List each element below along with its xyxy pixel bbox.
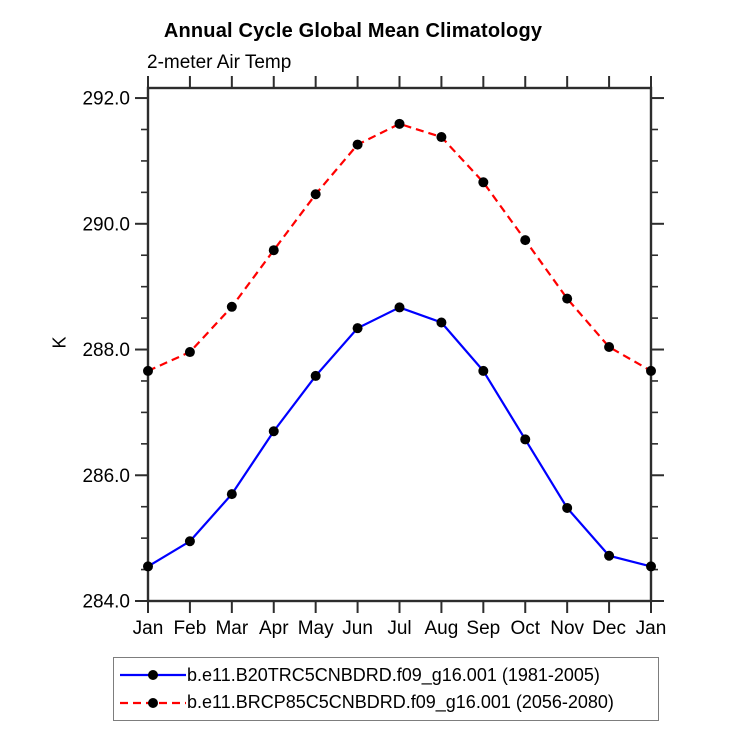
x-tick-label: Feb <box>174 618 207 639</box>
data-point <box>268 245 279 256</box>
data-point <box>352 323 363 334</box>
data-point <box>520 235 531 246</box>
legend-sample-marker-icon <box>148 697 158 708</box>
y-tick-label: 288.0 <box>82 340 130 361</box>
legend-item-historical: b.e11.B20TRC5CNBDRD.f09_g16.001 (1981-20… <box>119 665 658 686</box>
x-tick-label: Oct <box>510 618 540 639</box>
data-point <box>184 536 195 547</box>
x-tick-label: Jun <box>342 618 373 639</box>
y-tick-label: 290.0 <box>82 214 130 235</box>
data-point <box>604 550 615 561</box>
chart-subtitle: 2-meter Air Temp <box>147 52 292 73</box>
plot-frame <box>146 86 653 603</box>
x-tick-label: Dec <box>592 618 626 639</box>
data-point <box>562 293 573 304</box>
y-tick-label: 284.0 <box>82 592 130 613</box>
chart-title: Annual Cycle Global Mean Climatology <box>163 20 543 42</box>
data-point <box>394 118 405 129</box>
x-tick-label: Mar <box>215 618 248 639</box>
legend-line-sample-solid <box>120 670 186 681</box>
x-tick-label: Apr <box>259 618 289 639</box>
legend-box: b.e11.B20TRC5CNBDRD.f09_g16.001 (1981-20… <box>113 657 659 721</box>
data-point <box>226 301 237 312</box>
data-point <box>478 177 489 188</box>
legend-line-sample-dashed <box>120 697 186 708</box>
data-point <box>478 365 489 376</box>
y-tick-label: 286.0 <box>82 466 130 487</box>
series-line-0 <box>147 306 652 568</box>
x-tick-label: Nov <box>550 618 584 639</box>
x-tick-label: May <box>298 618 334 639</box>
series-line-1 <box>147 122 652 372</box>
y-tick-label: 292.0 <box>82 89 130 110</box>
data-point <box>184 347 195 358</box>
data-point <box>436 132 447 143</box>
data-point <box>226 489 237 500</box>
data-point <box>268 426 279 437</box>
data-point <box>394 302 405 313</box>
data-point <box>646 365 656 376</box>
legend-sample-marker-icon <box>148 670 158 681</box>
legend-label: b.e11.BRCP85C5CNBDRD.f09_g16.001 (2056-2… <box>187 692 614 713</box>
x-tick-label: Jul <box>387 618 411 639</box>
legend-label: b.e11.B20TRC5CNBDRD.f09_g16.001 (1981-20… <box>187 664 600 685</box>
data-point <box>352 139 363 150</box>
legend-item-rcp85: b.e11.BRCP85C5CNBDRD.f09_g16.001 (2056-2… <box>119 692 658 713</box>
plot-svg: Jan Feb Mar Apr May Jun Jul Aug Sep Oct Nov Dec Jan2… <box>82 76 667 639</box>
data-point <box>310 189 321 200</box>
x-tick-label: Sep <box>466 618 500 639</box>
data-point <box>520 434 531 445</box>
x-tick-label: Aug <box>425 618 459 639</box>
data-point <box>604 342 615 353</box>
data-point <box>562 502 573 513</box>
data-point <box>143 365 153 376</box>
x-tick-label: Jan <box>133 618 164 639</box>
data-point <box>436 317 447 328</box>
x-tick-label: Jan <box>636 618 667 639</box>
data-point <box>310 370 321 381</box>
data-point <box>646 561 656 572</box>
data-point <box>143 561 153 572</box>
